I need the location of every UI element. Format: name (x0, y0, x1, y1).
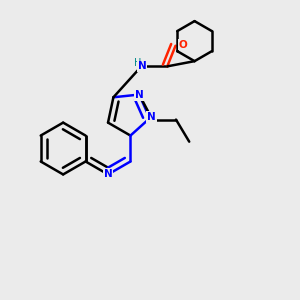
Text: N: N (138, 61, 146, 71)
Text: O: O (178, 40, 187, 50)
Text: N: N (103, 169, 112, 179)
Text: H: H (134, 58, 141, 68)
Text: N: N (135, 90, 143, 100)
Text: N: N (147, 112, 156, 122)
